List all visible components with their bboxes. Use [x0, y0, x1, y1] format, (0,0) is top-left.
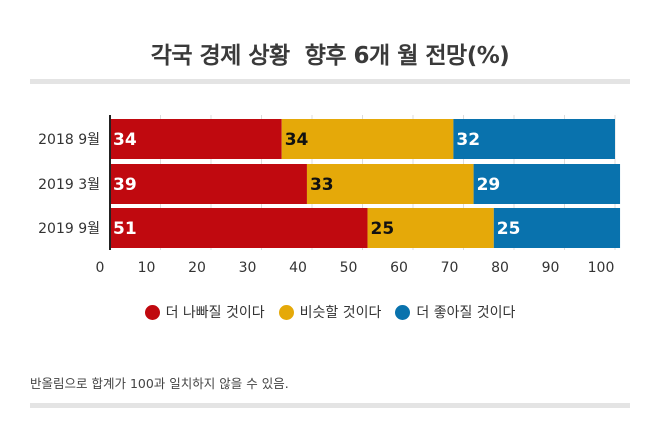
legend-item-better: 더 좋아질 것이다	[395, 302, 515, 322]
legend-dot-worse	[144, 304, 160, 320]
data-label: 51	[113, 219, 137, 239]
x-tick-label: 20	[188, 260, 206, 276]
stacked-bar-chart: 34 34 32 2018 9월 39 33 29 2019 3월 51 25 25 2019 9월 0…	[38, 115, 621, 276]
data-label: 39	[113, 175, 137, 195]
x-tick-label: 70	[441, 260, 459, 276]
x-tick-label: 0	[96, 260, 105, 276]
data-label: 25	[371, 219, 395, 239]
data-label: 25	[497, 219, 521, 239]
legend-dot-similar	[278, 304, 294, 320]
bar-segment	[281, 119, 454, 159]
legend-dot-better	[395, 304, 411, 320]
data-label: 34	[285, 130, 309, 150]
x-tick-label: 60	[390, 260, 408, 276]
legend-label-better: 더 좋아질 것이다	[416, 305, 516, 321]
category-label: 2019 3월	[38, 177, 100, 193]
top-divider	[30, 79, 630, 84]
bar-segment	[453, 119, 615, 159]
legend-label-worse: 더 나빠질 것이다	[165, 305, 265, 321]
data-label: 32	[456, 130, 480, 150]
x-tick-label: 10	[138, 260, 156, 276]
bar-segment	[110, 208, 368, 248]
footnote: 반올림으로 합계가 100과 일치하지 않을 수 있음.	[30, 376, 289, 391]
bottom-divider	[30, 403, 630, 408]
x-tick-label: 30	[239, 260, 257, 276]
category-label: 2019 9월	[38, 221, 100, 237]
x-tick-label: 80	[491, 260, 509, 276]
x-tick-label: 90	[542, 260, 560, 276]
x-tick-label: 100	[588, 260, 615, 276]
bar-segment	[493, 208, 621, 248]
bar-segment	[110, 164, 307, 204]
bar-segment	[306, 164, 474, 204]
data-label: 33	[310, 175, 334, 195]
chart-title: 각국 경제 상황 향후 6개 월 전망(%)	[150, 43, 510, 69]
x-tick-label: 50	[340, 260, 358, 276]
data-label: 29	[477, 175, 501, 195]
category-label: 2018 9월	[38, 132, 100, 148]
legend-item-worse: 더 나빠질 것이다	[144, 302, 265, 322]
data-label: 34	[113, 130, 137, 150]
legend-item-similar: 비슷할 것이다	[278, 302, 382, 322]
bar-segment	[473, 164, 621, 204]
bar-segment	[110, 119, 282, 159]
bar-segment	[367, 208, 494, 248]
legend: 더 나빠질 것이다 비슷할 것이다 더 좋아질 것이다	[0, 302, 660, 322]
legend-label-similar: 비슷할 것이다	[299, 305, 382, 321]
x-tick-label: 40	[289, 260, 307, 276]
